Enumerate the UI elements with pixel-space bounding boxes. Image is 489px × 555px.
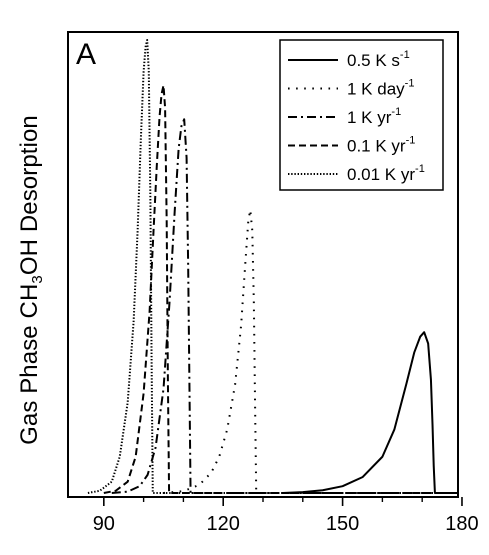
x-tick-label: 90 bbox=[93, 513, 115, 535]
legend: 0.5 K s-1 1 K day-1 1 K yr-1 0.1 K yr-1 0.01… bbox=[279, 39, 444, 191]
series-lines bbox=[87, 39, 458, 494]
legend-label-superscript: -1 bbox=[415, 163, 425, 175]
legend-label-superscript: -1 bbox=[391, 106, 401, 118]
legend-label-superscript: -1 bbox=[406, 135, 416, 147]
y-axis-label-subscript: 3 bbox=[29, 275, 47, 284]
series-line-2 bbox=[163, 208, 458, 494]
series-line-5 bbox=[87, 39, 458, 494]
series-line-4 bbox=[103, 84, 458, 494]
legend-label-superscript: -1 bbox=[400, 49, 410, 61]
x-tick-label: 180 bbox=[445, 513, 478, 535]
x-axis-ticks: 90 120 150 180 bbox=[93, 497, 479, 535]
legend-label-4: 0.1 K yr-1 bbox=[347, 135, 415, 156]
legend-box bbox=[279, 39, 444, 191]
panel-label: A bbox=[76, 38, 96, 71]
y-axis-label-main: Gas Phase CH bbox=[15, 283, 43, 445]
legend-label-2: 1 K day-1 bbox=[347, 78, 414, 99]
series-line-3 bbox=[111, 118, 458, 494]
y-axis-label-tail: OH Desorption bbox=[15, 115, 43, 276]
x-tick-label: 120 bbox=[207, 513, 240, 535]
legend-label-3: 1 K yr-1 bbox=[347, 106, 401, 127]
legend-label-1: 0.5 K s-1 bbox=[347, 49, 410, 70]
legend-label-superscript: -1 bbox=[405, 78, 415, 90]
legend-label-5: 0.01 K yr-1 bbox=[347, 163, 425, 184]
y-axis-label: Gas Phase CH3OH Desorption bbox=[16, 115, 46, 445]
y-axis-label-wrap: Gas Phase CH3OH Desorption bbox=[6, 70, 56, 490]
x-tick-label: 150 bbox=[326, 513, 359, 535]
series-line-1 bbox=[282, 331, 458, 494]
